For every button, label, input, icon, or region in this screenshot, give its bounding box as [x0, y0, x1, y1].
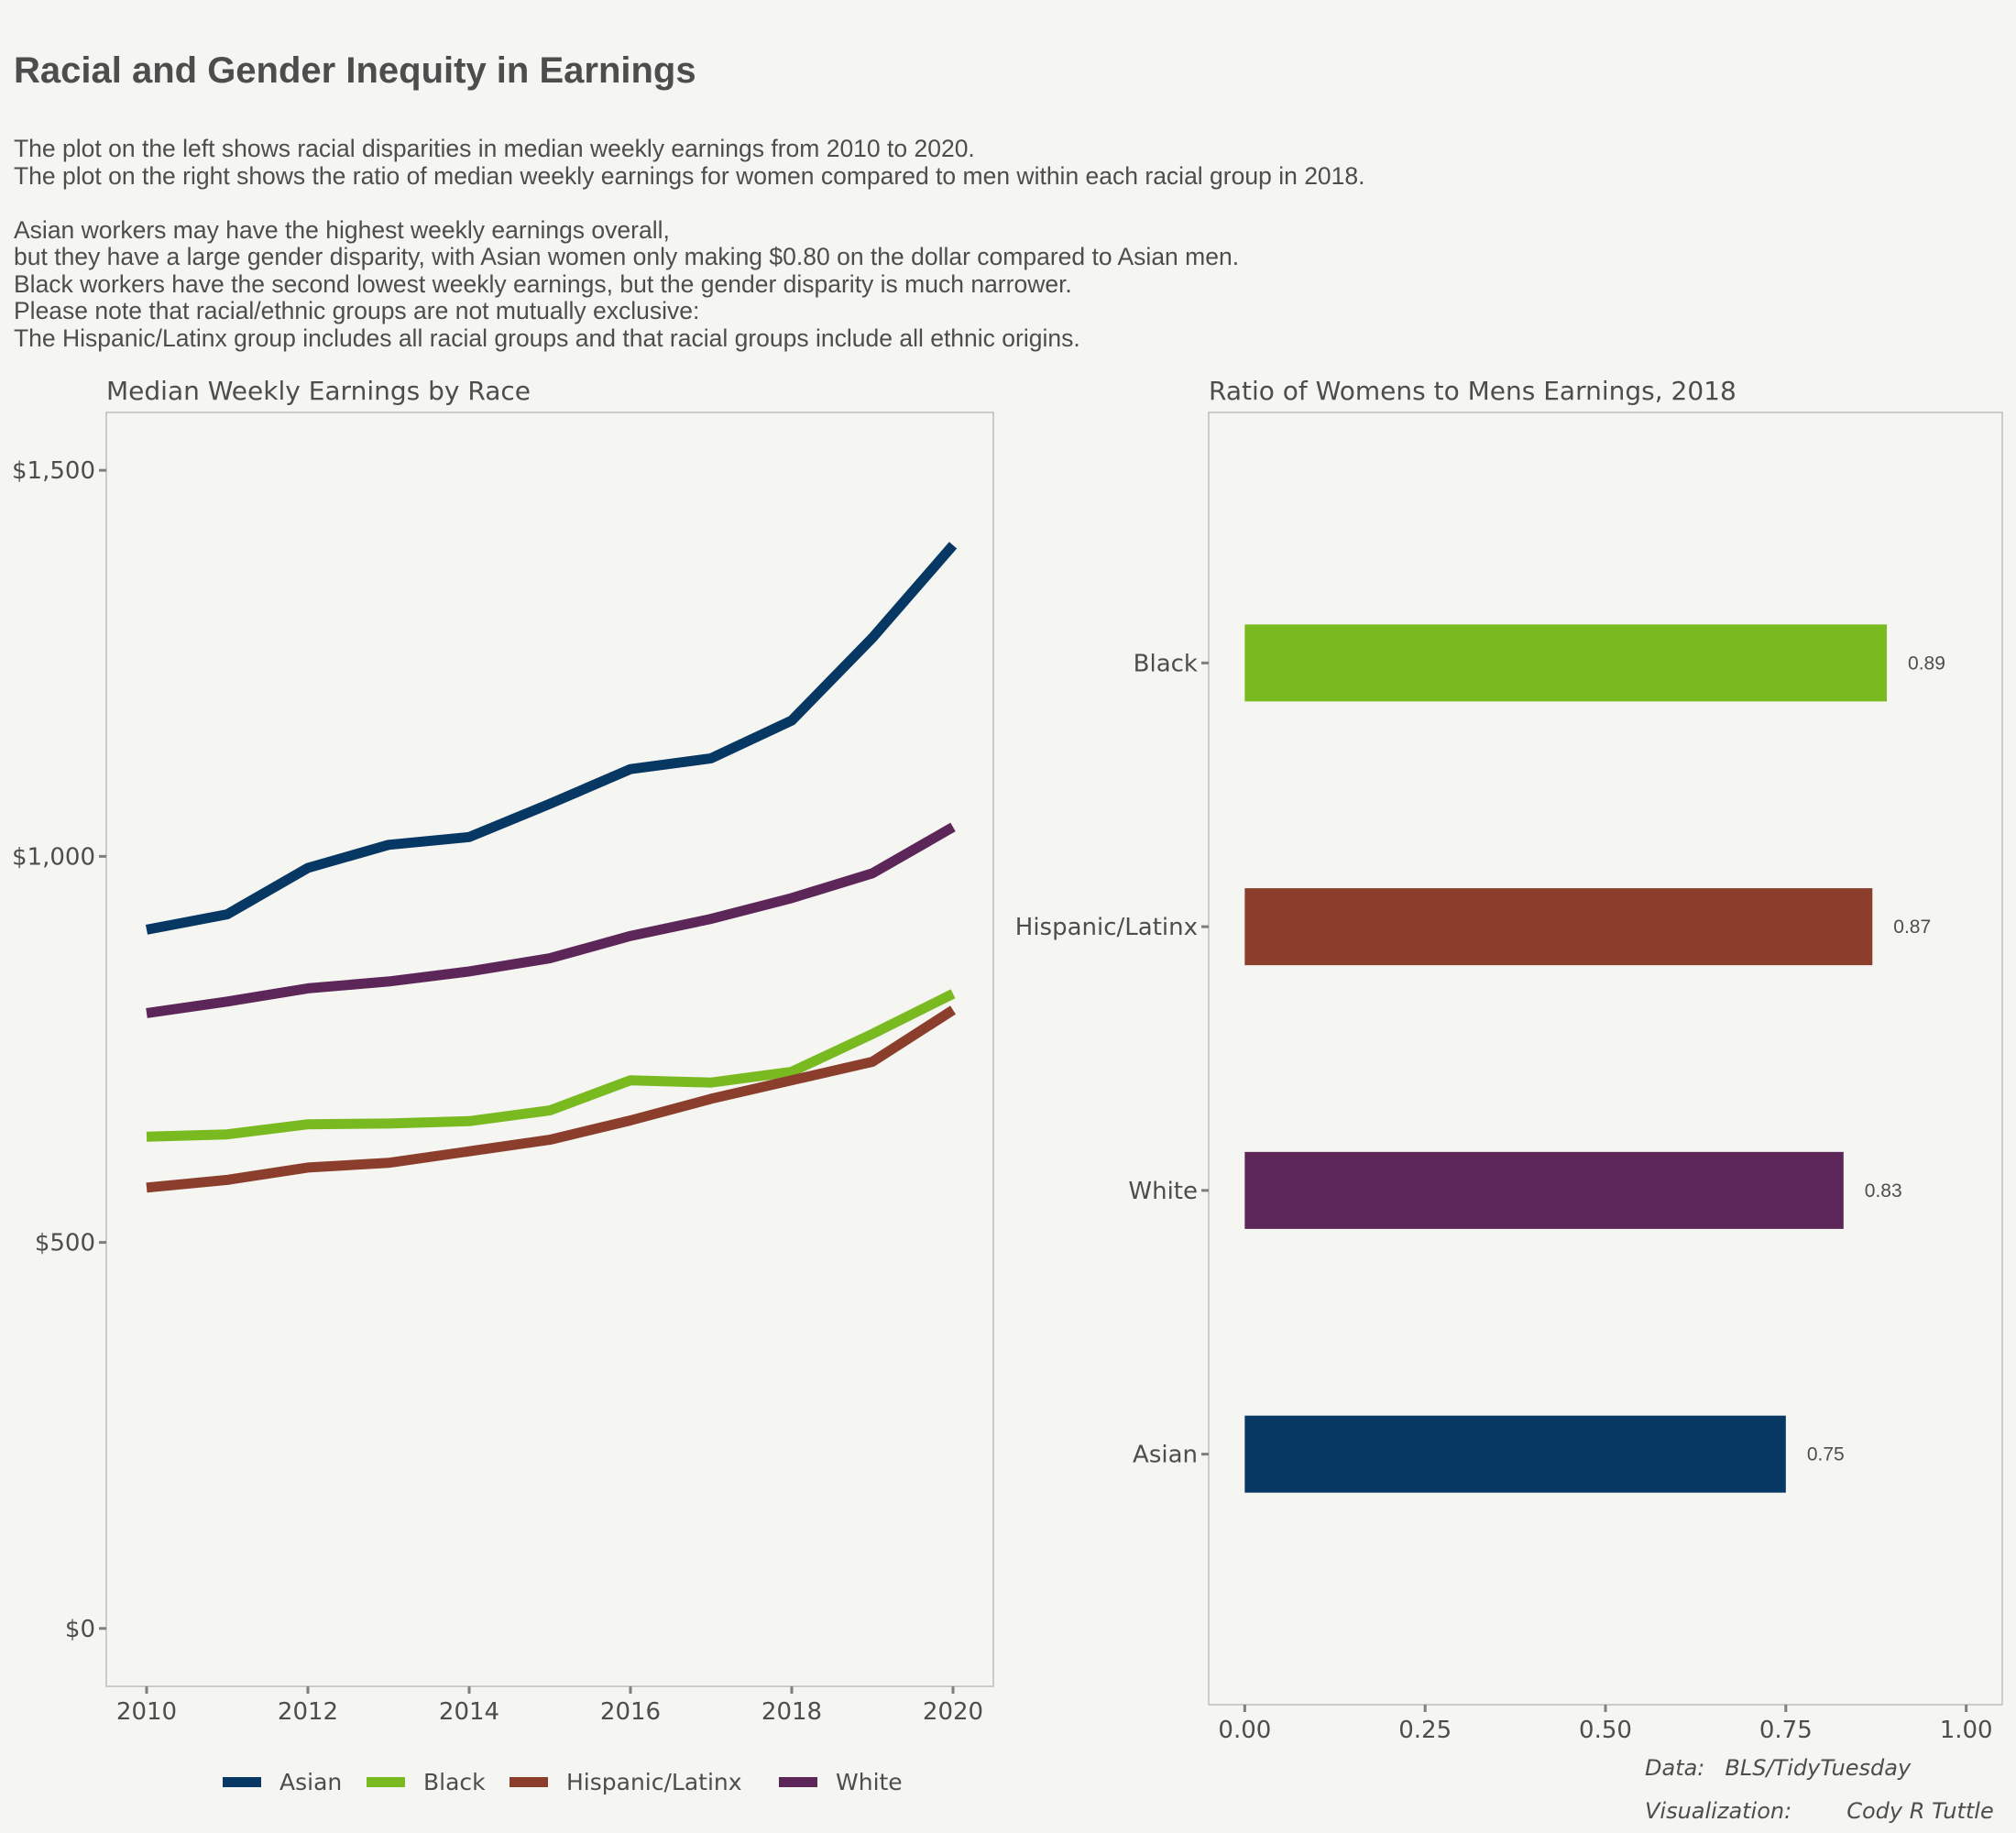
y-tick-label: $1,500 [12, 457, 95, 485]
bar-white [1244, 1151, 1844, 1229]
legend-item-black: Black [367, 1769, 486, 1795]
line-chart-legend: Asian Black Hispanic/Latinx White [0, 1769, 990, 1806]
description-line: The Hispanic/Latinx group includes all r… [14, 324, 1080, 352]
legend-item-asian: Asian [223, 1769, 342, 1795]
bar-chart-panel [1208, 412, 2003, 1706]
legend-label: Black [423, 1769, 486, 1795]
description-line: Black workers have the second lowest wee… [14, 269, 1072, 298]
category-label: Asian [1133, 1442, 1198, 1469]
caption-data: Data: BLS/TidyTuesday [1645, 1755, 1911, 1781]
bar-data-label: 0.89 [1908, 653, 1945, 674]
legend-item-white: White [779, 1769, 903, 1795]
x-tick-label: 1.00 [1940, 1717, 1993, 1744]
series-line-asian [145, 542, 958, 935]
bar-hispanic-latinx [1244, 888, 1873, 966]
bar-data-label: 0.75 [1807, 1444, 1845, 1465]
x-tick-label: 0.75 [1759, 1717, 1813, 1744]
line-chart-panel [105, 412, 994, 1687]
legend-swatch [779, 1777, 817, 1787]
x-tick-label: 2020 [923, 1698, 983, 1726]
x-tick-label: 2016 [600, 1698, 661, 1726]
caption-viz-author: Cody R Tuttle [1846, 1798, 1994, 1824]
x-tick-label: 0.25 [1398, 1717, 1452, 1744]
category-label: Black [1134, 650, 1198, 677]
description-line: Please note that racial/ethnic groups ar… [14, 297, 700, 324]
bar-black [1244, 624, 1888, 702]
x-tick-label: 2018 [761, 1698, 822, 1726]
description-line: The plot on the left shows racial dispar… [14, 135, 975, 162]
x-tick-label: 0.50 [1579, 1717, 1632, 1744]
page-title: Racial and Gender Inequity in Earnings [14, 50, 696, 91]
legend-swatch [367, 1777, 405, 1787]
caption-viz-label: Visualization: [1645, 1798, 1792, 1824]
caption-data-source: BLS/TidyTuesday [1725, 1755, 1912, 1781]
x-tick-label: 2010 [116, 1698, 177, 1726]
description-line: The plot on the right shows the ratio of… [14, 161, 1365, 190]
legend-label: Hispanic/Latinx [566, 1769, 742, 1795]
caption-data-label: Data: [1645, 1755, 1705, 1781]
bar-asian [1244, 1415, 1786, 1493]
line-chart: $0 $500 $1,000 $1,500 2010 2012 2014 2016 2018 20… [12, 412, 994, 1726]
y-tick-label: $0 [65, 1616, 95, 1643]
description: The plot on the left shows racial dispar… [14, 135, 1365, 352]
line-chart-title: Median Weekly Earnings by Race [106, 376, 531, 406]
description-line: Asian workers may have the highest weekl… [14, 215, 670, 244]
series-line-black [146, 989, 956, 1142]
bar-data-label: 0.83 [1865, 1180, 1902, 1202]
legend-label: White [836, 1769, 903, 1795]
bar-data-label: 0.87 [1893, 916, 1931, 938]
y-tick-label: $500 [35, 1230, 95, 1257]
category-label: Hispanic/Latinx [1015, 914, 1198, 941]
legend-label: Asian [279, 1769, 343, 1795]
legend-swatch [223, 1777, 261, 1787]
legend-item-hispanic-latinx: Hispanic/Latinx [509, 1769, 742, 1795]
category-label: White [1128, 1178, 1198, 1205]
series-line-hispanic-latinx [146, 1005, 956, 1193]
caption-visualization: Visualization: Cody R Tuttle [1645, 1798, 1994, 1824]
description-line: but they have a large gender disparity, … [14, 243, 1240, 270]
x-tick-label: 2014 [439, 1698, 499, 1726]
legend-swatch [509, 1777, 548, 1787]
series-line-white [146, 822, 956, 1018]
x-tick-label: 0.00 [1218, 1717, 1271, 1744]
bar-chart: 0.89 Black 0.87 Hispanic/Latinx 0.83 White 0.7… [1015, 412, 2003, 1744]
y-tick-label: $1,000 [12, 843, 95, 871]
bar-chart-title: Ratio of Womens to Mens Earnings, 2018 [1209, 376, 1737, 406]
x-tick-label: 2012 [278, 1698, 338, 1726]
